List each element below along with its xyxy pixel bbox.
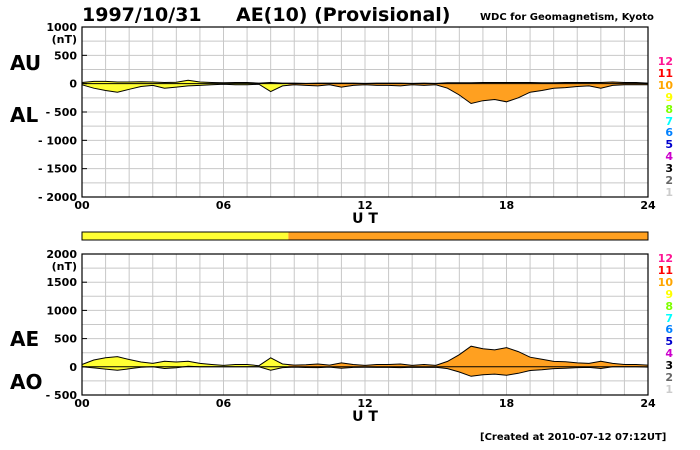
level-label-2: 2 — [665, 371, 673, 384]
level-label-11: 11 — [657, 66, 673, 80]
ae-ao-panel: 2000 1500 1000 500 0 - 500 (nT) 00 06 12 18 24 U T — [46, 248, 656, 425]
ao-label: AO — [10, 370, 43, 394]
level-label-10: 10 — [657, 275, 673, 289]
series-line-ae — [81, 345, 649, 367]
level-label-3: 3 — [665, 359, 673, 373]
level-label-5: 5 — [665, 335, 673, 349]
al-label: AL — [10, 103, 39, 127]
x-tick-label: 12 — [357, 397, 372, 410]
level-label-8: 8 — [665, 102, 673, 116]
y-tick-label: 0 — [69, 361, 77, 374]
y-tick-label: 500 — [54, 333, 77, 346]
level-label-11: 11 — [657, 263, 673, 277]
au-label: AU — [10, 51, 42, 75]
y-tick-label: 2000 — [46, 248, 77, 261]
level-label-1: 1 — [665, 185, 673, 199]
series-line-al — [81, 83, 648, 105]
y-tick-label: 1000 — [46, 304, 77, 317]
y-tick-label: 500 — [54, 49, 77, 62]
level-label-3: 3 — [665, 162, 673, 176]
au-al-panel: 1000 500 0 - 500 - 1000 - 1500 - 2000 (nT) 00 06 1… — [38, 21, 656, 227]
y-unit-label: (nT) — [52, 33, 77, 46]
x-tick-label: 06 — [216, 397, 232, 410]
activity-bar-segment — [82, 232, 289, 240]
created-timestamp: [Created at 2010-07-12 07:12UT] — [480, 432, 667, 443]
x-tick-label: 18 — [499, 397, 514, 410]
x-tick-label: 00 — [74, 199, 90, 212]
level-label-4: 4 — [665, 150, 673, 164]
chart-date: 1997/10/31 — [82, 4, 202, 26]
y-tick-label: - 2000 — [38, 191, 77, 204]
activity-bar — [81, 231, 649, 241]
ae-label: AE — [10, 327, 40, 351]
activity-bar-segment — [288, 232, 648, 240]
level-label-9: 9 — [665, 287, 673, 301]
level-label-6: 6 — [665, 323, 673, 337]
level-label-2: 2 — [665, 174, 673, 187]
level-label-1: 1 — [665, 382, 673, 396]
activity-fill-yellow — [82, 356, 289, 371]
y-tick-label: 1500 — [46, 276, 77, 289]
x-axis-label: U T — [352, 409, 378, 425]
x-tick-label: 06 — [216, 199, 232, 212]
level-label-12: 12 — [657, 55, 673, 68]
level-label-12: 12 — [657, 252, 673, 265]
level-label-7: 7 — [665, 311, 673, 325]
plot-frame — [81, 253, 649, 396]
activity-bar-frame — [81, 231, 649, 241]
level-label-8: 8 — [665, 299, 673, 313]
level-label-6: 6 — [665, 126, 673, 140]
y-tick-label: - 1500 — [38, 163, 77, 176]
level-label-9: 9 — [665, 90, 673, 104]
x-tick-label: 18 — [499, 199, 514, 212]
level-label-5: 5 — [665, 138, 673, 152]
y-tick-label: - 1000 — [38, 134, 77, 147]
y-tick-label: - 500 — [46, 389, 78, 402]
data-source: WDC for Geomagnetism, Kyoto — [480, 12, 654, 23]
activity-fill-orange — [288, 82, 648, 104]
y-unit-label: (nT) — [52, 260, 77, 273]
y-tick-label: 1000 — [46, 21, 77, 34]
x-tick-label: 00 — [74, 397, 90, 410]
y-tick-label: 0 — [69, 78, 77, 91]
x-tick-label: 24 — [640, 397, 656, 410]
x-tick-label: 12 — [357, 199, 372, 212]
x-tick-label: 24 — [640, 199, 656, 212]
chart-title: AE(10) (Provisional) — [236, 4, 451, 26]
activity-fill-orange — [288, 346, 648, 377]
level-label-10: 10 — [657, 78, 673, 92]
level-label-7: 7 — [665, 114, 673, 128]
y-tick-label: - 500 — [46, 106, 78, 119]
level-label-4: 4 — [665, 347, 673, 361]
x-axis-label: U T — [352, 211, 378, 227]
